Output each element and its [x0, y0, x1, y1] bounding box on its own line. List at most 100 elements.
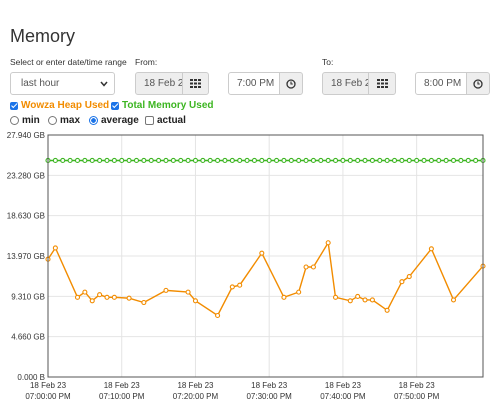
mode-actual-checkbox[interactable] — [145, 116, 154, 125]
x-tick-date: 18 Feb 23 — [177, 381, 214, 390]
point-total-memory-used — [89, 157, 95, 164]
x-tick-date: 18 Feb 23 — [104, 381, 141, 390]
point-total-memory-used — [178, 157, 184, 164]
point-wowza-heap-used — [82, 289, 88, 295]
memory-chart: 0.000 B 4.660 GB 9.310 GB 13.970 GB 18.630 G… — [7, 131, 486, 401]
point-wowza-heap-used — [52, 245, 58, 251]
point-total-memory-used — [421, 157, 427, 164]
point-wowza-heap-used — [74, 294, 81, 300]
point-total-memory-used — [443, 157, 449, 164]
point-wowza-heap-used — [111, 294, 117, 300]
point-wowza-heap-used — [303, 264, 309, 270]
point-total-memory-used — [251, 157, 257, 164]
total-memory-label: Total Memory Used — [122, 100, 214, 111]
point-total-memory-used — [60, 157, 66, 164]
point-total-memory-used — [288, 157, 294, 164]
point-wowza-heap-used — [406, 273, 412, 280]
point-wowza-heap-used — [126, 295, 132, 301]
point-total-memory-used — [185, 157, 191, 164]
y-tick-label: 0.000 B — [17, 373, 45, 382]
y-tick-label: 18.630 GB — [7, 212, 45, 221]
point-total-memory-used — [148, 157, 154, 164]
x-tick-time: 07:30:00 PM — [246, 392, 292, 401]
to-date-input[interactable]: 18 Feb 2 — [322, 72, 369, 95]
mode-max[interactable]: max — [48, 115, 80, 126]
from-time-input[interactable]: 7:00 PM — [228, 72, 280, 95]
point-total-memory-used — [340, 157, 346, 164]
clock-icon — [473, 78, 483, 89]
point-total-memory-used — [259, 157, 265, 164]
point-total-memory-used — [325, 157, 331, 164]
from-calendar-button[interactable] — [182, 72, 209, 95]
point-total-memory-used — [355, 157, 361, 164]
point-total-memory-used — [310, 157, 316, 164]
range-select-value: last hour — [21, 78, 60, 89]
point-total-memory-used — [192, 157, 199, 164]
point-total-memory-used — [369, 157, 375, 164]
point-total-memory-used — [97, 157, 103, 164]
point-total-memory-used — [82, 157, 88, 164]
point-total-memory-used — [318, 157, 324, 164]
mode-average-label: average — [101, 115, 139, 126]
total-memory-toggle[interactable]: Total Memory Used — [111, 100, 214, 111]
from-label: From: — [135, 57, 158, 67]
point-wowza-heap-used — [310, 264, 316, 270]
calendar-grid-icon — [190, 79, 201, 88]
point-wowza-heap-used — [259, 250, 265, 256]
range-label: Select or enter date/time range — [10, 57, 127, 67]
point-total-memory-used — [237, 157, 243, 164]
point-wowza-heap-used — [369, 297, 375, 303]
x-tick-date: 18 Feb 23 — [325, 381, 362, 390]
point-total-memory-used — [244, 157, 250, 164]
point-total-memory-used — [377, 157, 383, 164]
y-tick-label: 4.660 GB — [11, 333, 45, 342]
plot-border — [47, 134, 484, 378]
mode-max-label: max — [60, 115, 81, 126]
total-memory-checkbox[interactable] — [111, 101, 119, 110]
mode-actual[interactable]: actual — [145, 115, 186, 126]
point-total-memory-used — [126, 157, 132, 164]
point-total-memory-used — [215, 157, 221, 164]
point-wowza-heap-used — [89, 298, 95, 304]
point-total-memory-used — [296, 157, 302, 164]
x-tick-date: 18 Feb 23 — [251, 381, 288, 390]
point-total-memory-used — [362, 157, 368, 164]
point-total-memory-used — [229, 157, 235, 164]
to-time-input[interactable]: 8:00 PM — [415, 72, 467, 95]
point-wowza-heap-used — [185, 289, 191, 295]
chevron-down-icon — [100, 81, 108, 87]
to-calendar-button[interactable] — [368, 72, 396, 95]
mode-min-label: min — [22, 115, 40, 126]
from-clock-button[interactable] — [279, 72, 303, 95]
to-clock-button[interactable] — [466, 72, 490, 95]
heap-used-checkbox[interactable] — [10, 101, 18, 110]
point-total-memory-used — [67, 157, 73, 164]
point-total-memory-used — [141, 157, 147, 164]
point-wowza-heap-used — [355, 293, 361, 299]
page-title: Memory — [10, 26, 76, 46]
point-wowza-heap-used — [97, 292, 103, 298]
mode-average[interactable]: average — [89, 115, 139, 126]
y-tick-label: 13.970 GB — [7, 252, 45, 261]
mode-min-radio[interactable] — [10, 116, 19, 125]
point-total-memory-used — [133, 157, 140, 164]
heap-used-toggle[interactable]: Wowza Heap Used — [10, 100, 109, 111]
range-select[interactable]: last hour — [10, 72, 115, 95]
point-wowza-heap-used — [428, 246, 434, 252]
point-wowza-heap-used — [192, 298, 199, 304]
mode-max-radio[interactable] — [48, 116, 57, 125]
point-total-memory-used — [274, 157, 280, 164]
point-wowza-heap-used — [332, 294, 339, 300]
x-tick-date: 18 Feb 23 — [30, 381, 67, 390]
x-tick-time: 07:20:00 PM — [173, 392, 219, 401]
clock-icon — [286, 78, 296, 89]
from-date-input[interactable]: 18 Feb 2 — [135, 72, 183, 95]
mode-average-radio[interactable] — [89, 116, 98, 125]
mode-min[interactable]: min — [10, 115, 40, 126]
point-total-memory-used — [414, 157, 420, 164]
mode-actual-label: actual — [157, 115, 186, 126]
point-wowza-heap-used — [229, 284, 235, 290]
point-wowza-heap-used — [296, 289, 302, 295]
point-total-memory-used — [111, 157, 117, 164]
y-tick-label: 23.280 GB — [7, 171, 45, 180]
